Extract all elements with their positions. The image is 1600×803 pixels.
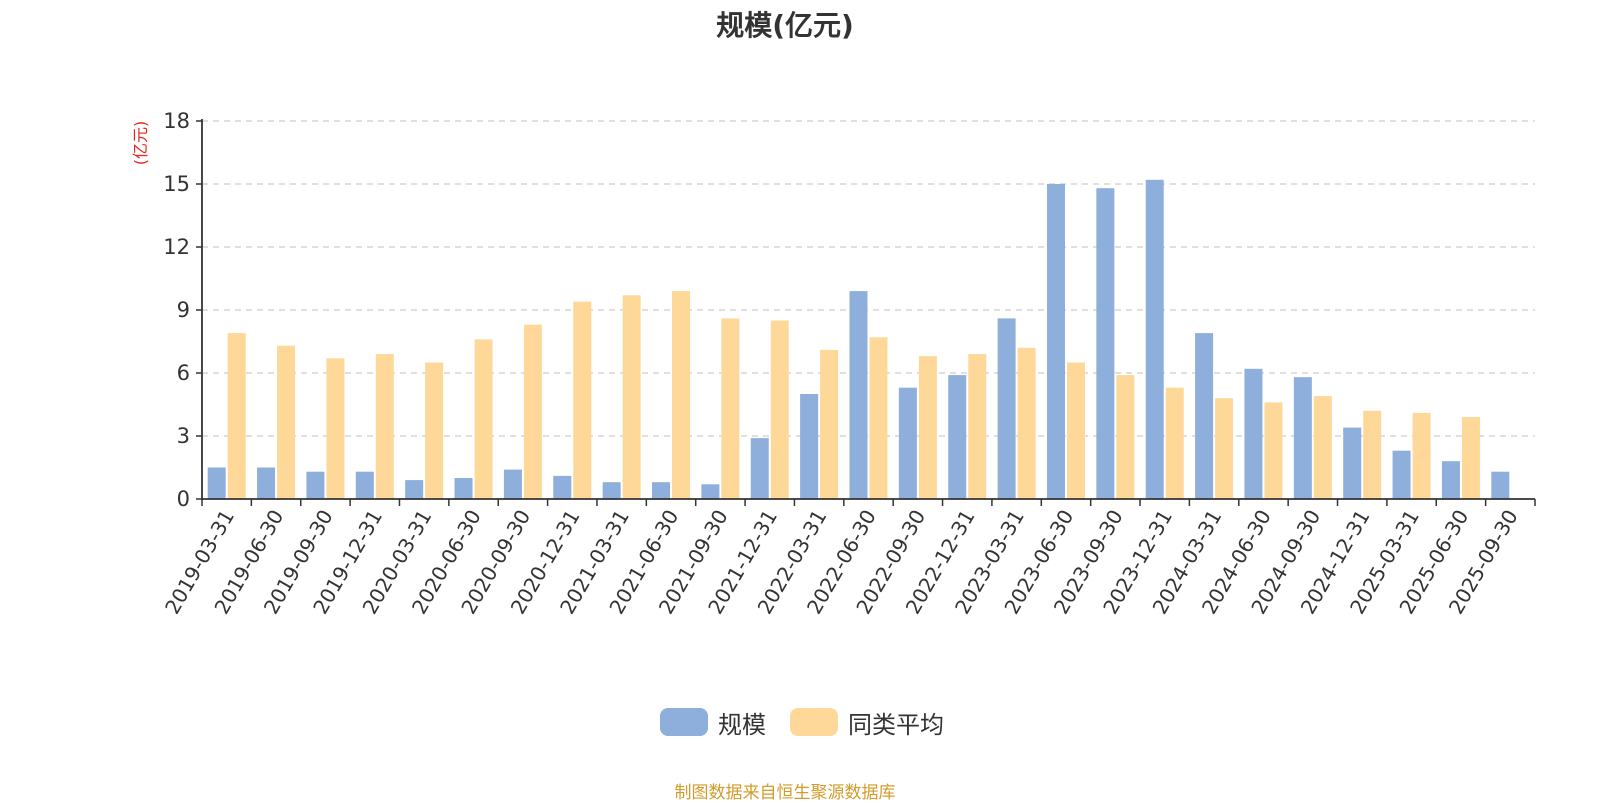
y-tick-label: 12 bbox=[163, 235, 190, 259]
bar-peer-average-2024-03-31 bbox=[1215, 398, 1234, 499]
bar-peer-average-2021-06-30 bbox=[672, 291, 691, 499]
bar-peer-average-2022-09-30 bbox=[918, 356, 937, 499]
legend-label: 规模 bbox=[718, 710, 766, 739]
y-tick-label: 15 bbox=[163, 172, 190, 196]
legend-swatch bbox=[660, 708, 708, 736]
grid-lines bbox=[202, 120, 1535, 437]
y-tick-label: 9 bbox=[177, 298, 190, 322]
bar-scale-2020-12-31 bbox=[553, 475, 572, 499]
bar-scale-2020-09-30 bbox=[503, 469, 522, 499]
y-axis-unit-label: (亿元) bbox=[131, 121, 150, 166]
legend-item-peer-average[interactable]: 同类平均 bbox=[790, 702, 944, 742]
bar-peer-average-2022-12-31 bbox=[968, 354, 987, 499]
bar-scale-2021-06-30 bbox=[652, 482, 671, 499]
legend: 规模 同类平均 bbox=[0, 702, 1600, 742]
source-note: 制图数据来自恒生聚源数据库 bbox=[674, 783, 896, 803]
bar-scale-2024-03-31 bbox=[1195, 333, 1214, 499]
y-tick-label: 3 bbox=[177, 424, 190, 448]
bar-scale-2022-06-30 bbox=[849, 291, 868, 499]
legend-label: 同类平均 bbox=[848, 710, 944, 739]
bar-scale-2024-09-30 bbox=[1293, 377, 1312, 499]
bar-peer-average-2022-06-30 bbox=[869, 337, 888, 499]
bar-scale-2023-12-31 bbox=[1145, 179, 1164, 500]
bar-scale-2019-06-30 bbox=[257, 467, 276, 499]
bar-peer-average-2019-12-31 bbox=[375, 354, 394, 499]
bar-peer-average-2020-06-30 bbox=[474, 339, 493, 499]
bar-scale-2022-12-31 bbox=[948, 375, 967, 499]
bars bbox=[207, 179, 1510, 500]
bar-scale-2019-09-30 bbox=[306, 471, 325, 499]
bar-peer-average-2021-03-31 bbox=[622, 295, 641, 499]
legend-item-scale[interactable]: 规模 bbox=[660, 702, 766, 742]
bar-peer-average-2020-03-31 bbox=[425, 362, 444, 499]
bar-peer-average-2023-09-30 bbox=[1116, 375, 1135, 499]
legend-swatch bbox=[790, 708, 838, 736]
bar-scale-2023-06-30 bbox=[1046, 184, 1065, 499]
bar-scale-2021-12-31 bbox=[750, 438, 769, 499]
bar-scale-2020-03-31 bbox=[405, 480, 424, 499]
y-tick-label: 6 bbox=[177, 361, 190, 385]
bar-peer-average-2024-06-30 bbox=[1264, 402, 1283, 499]
bar-scale-2022-09-30 bbox=[898, 387, 917, 499]
bar-peer-average-2023-03-31 bbox=[1017, 347, 1036, 499]
bar-peer-average-2024-09-30 bbox=[1313, 396, 1332, 499]
bar-scale-2020-06-30 bbox=[454, 478, 473, 499]
bar-scale-2024-12-31 bbox=[1343, 427, 1362, 499]
bar-scale-2019-03-31 bbox=[207, 467, 226, 499]
bar-scale-2019-12-31 bbox=[355, 471, 374, 499]
y-tick-label: 18 bbox=[163, 109, 190, 133]
bar-peer-average-2021-12-31 bbox=[770, 320, 789, 499]
chart-title: 规模(亿元) bbox=[716, 9, 854, 42]
bar-peer-average-2023-12-31 bbox=[1165, 387, 1184, 499]
bar-scale-2023-03-31 bbox=[997, 318, 1016, 499]
bar-peer-average-2024-12-31 bbox=[1363, 410, 1382, 499]
bar-peer-average-2025-03-31 bbox=[1412, 412, 1431, 499]
bar-peer-average-2023-06-30 bbox=[1066, 362, 1085, 499]
y-tick-label: 0 bbox=[177, 487, 190, 511]
bar-scale-2025-06-30 bbox=[1441, 461, 1460, 499]
bar-peer-average-2022-03-31 bbox=[820, 349, 839, 499]
bar-scale-2022-03-31 bbox=[800, 394, 819, 499]
bar-peer-average-2020-09-30 bbox=[523, 324, 542, 499]
bar-peer-average-2019-09-30 bbox=[326, 358, 345, 499]
bar-peer-average-2020-12-31 bbox=[573, 301, 592, 499]
bar-scale-2021-03-31 bbox=[602, 482, 621, 499]
axes: 03691215182019-03-312019-06-302019-09-30… bbox=[160, 109, 1536, 618]
bar-peer-average-2025-06-30 bbox=[1461, 417, 1480, 499]
bar-scale-2025-09-30 bbox=[1491, 471, 1510, 499]
bar-scale-2024-06-30 bbox=[1244, 368, 1263, 499]
bar-peer-average-2019-06-30 bbox=[277, 345, 296, 499]
bar-scale-2025-03-31 bbox=[1392, 450, 1411, 499]
bar-peer-average-2019-03-31 bbox=[227, 333, 246, 499]
bar-scale-2023-09-30 bbox=[1096, 188, 1115, 499]
bar-scale-2021-09-30 bbox=[701, 484, 720, 499]
bar-peer-average-2021-09-30 bbox=[721, 318, 740, 499]
